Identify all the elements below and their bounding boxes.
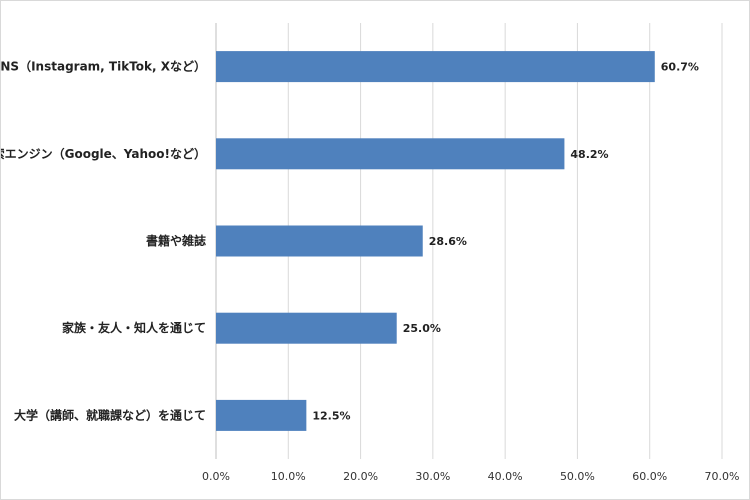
category-label: 家族・友人・知人を通じて xyxy=(62,320,206,335)
category-label: 書籍や雑誌 xyxy=(146,233,206,248)
data-label: 12.5% xyxy=(312,409,350,422)
bars xyxy=(216,51,655,431)
x-tick-labels: 0.0% 10.0% 20.0% 30.0% 40.0% 50.0% 60.0% 70.0% xyxy=(202,470,739,483)
category-labels: SNS（Instagram, TikTok, Xなど） 検索エンジン（Google… xyxy=(1,59,206,423)
x-tick-label: 0.0% xyxy=(202,470,230,483)
data-label: 60.7% xyxy=(661,61,699,74)
category-label: 大学（講師、就職課など）を通じて xyxy=(14,407,206,422)
category-label: 検索エンジン（Google、Yahoo!など） xyxy=(1,146,206,161)
x-tick-label: 30.0% xyxy=(415,470,450,483)
data-label: 25.0% xyxy=(403,322,441,335)
bar xyxy=(216,312,397,344)
x-tick-label: 60.0% xyxy=(632,470,667,483)
data-label: 48.2% xyxy=(570,148,608,161)
bar xyxy=(216,138,565,170)
category-label: SNS（Instagram, TikTok, Xなど） xyxy=(1,59,206,74)
x-tick-label: 40.0% xyxy=(488,470,523,483)
bar xyxy=(216,51,655,83)
x-tick-label: 20.0% xyxy=(343,470,378,483)
x-tick-label: 50.0% xyxy=(560,470,595,483)
data-label: 28.6% xyxy=(429,235,467,248)
x-tick-label: 70.0% xyxy=(705,470,740,483)
x-tick-label: 10.0% xyxy=(271,470,306,483)
bar xyxy=(216,225,423,257)
data-labels: 60.7% 48.2% 28.6% 25.0% 12.5% xyxy=(312,61,699,423)
bar xyxy=(216,399,307,431)
